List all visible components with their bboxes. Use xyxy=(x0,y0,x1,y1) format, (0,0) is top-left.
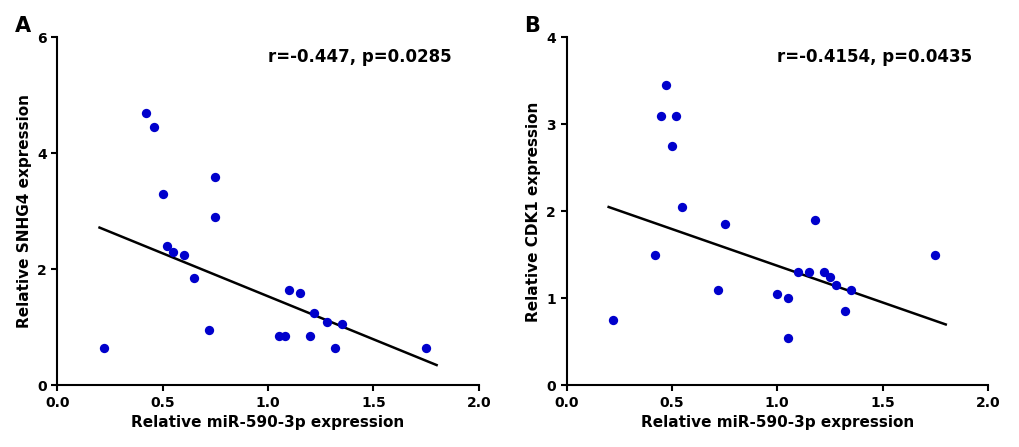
Point xyxy=(175,251,192,258)
Point xyxy=(306,309,322,316)
Text: r=-0.4154, p=0.0435: r=-0.4154, p=0.0435 xyxy=(776,48,971,66)
Point xyxy=(302,333,318,340)
Text: B: B xyxy=(524,17,540,37)
Point xyxy=(768,291,785,298)
Point xyxy=(319,318,335,325)
Point xyxy=(276,333,292,340)
Point xyxy=(656,82,673,89)
Point xyxy=(146,124,162,131)
Point xyxy=(270,333,286,340)
Point xyxy=(186,274,203,282)
Point xyxy=(652,112,668,119)
Point xyxy=(604,316,621,324)
Y-axis label: Relative SNHG4 expression: Relative SNHG4 expression xyxy=(16,94,32,329)
Point xyxy=(779,334,795,341)
Point xyxy=(138,109,154,116)
X-axis label: Relative miR-590-3p expression: Relative miR-590-3p expression xyxy=(131,415,405,430)
Point xyxy=(715,221,732,228)
Point xyxy=(327,344,343,351)
Point xyxy=(646,251,662,258)
Point xyxy=(827,282,844,289)
Point xyxy=(674,203,690,211)
Point xyxy=(836,308,852,315)
Point xyxy=(663,143,680,150)
Point xyxy=(814,269,830,276)
Point xyxy=(821,273,838,280)
Point xyxy=(779,295,795,302)
Point xyxy=(709,286,726,293)
Point xyxy=(842,286,858,293)
Point xyxy=(806,216,822,224)
Point xyxy=(201,327,217,334)
Y-axis label: Relative CDK1 expression: Relative CDK1 expression xyxy=(525,101,540,321)
Point xyxy=(790,269,806,276)
X-axis label: Relative miR-590-3p expression: Relative miR-590-3p expression xyxy=(640,415,913,430)
Point xyxy=(926,251,943,258)
Point xyxy=(155,190,171,198)
Point xyxy=(207,173,223,180)
Point xyxy=(207,214,223,221)
Point xyxy=(96,344,112,351)
Point xyxy=(418,344,434,351)
Text: A: A xyxy=(15,17,32,37)
Point xyxy=(165,249,181,256)
Point xyxy=(291,289,308,296)
Point xyxy=(159,243,175,250)
Point xyxy=(667,112,684,119)
Point xyxy=(280,286,297,293)
Text: r=-0.447, p=0.0285: r=-0.447, p=0.0285 xyxy=(268,48,451,66)
Point xyxy=(800,269,816,276)
Point xyxy=(333,321,350,328)
